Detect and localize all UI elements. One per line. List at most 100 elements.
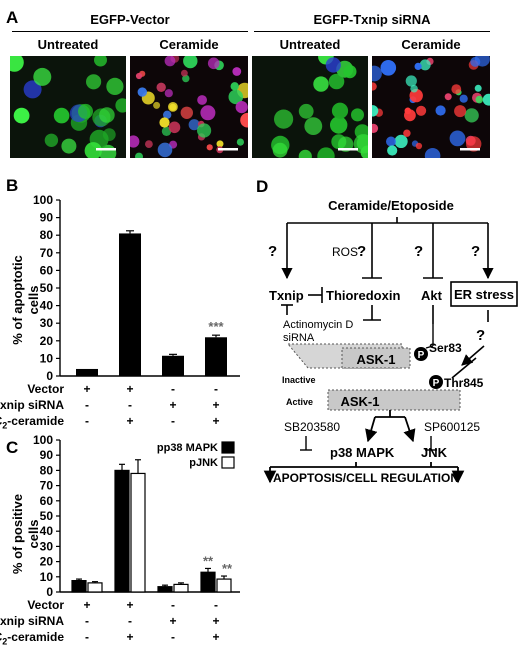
- cell-blob: [475, 95, 484, 104]
- cell-blob: [331, 102, 349, 119]
- y-tick-label: 90: [40, 448, 54, 462]
- mapk-to-outcome-lines: [263, 462, 465, 484]
- treatment-sign: +: [212, 414, 220, 428]
- ceramide-etoposide-label: Ceramide/Etoposide: [328, 198, 454, 213]
- jnk-node: JNK: [421, 445, 448, 460]
- group-underline-vector: [12, 31, 248, 32]
- micrograph-vector-ceramide: [130, 56, 248, 158]
- treatment-row-label: Txnip siRNA: [0, 398, 64, 412]
- y-tick-label: 50: [40, 281, 54, 295]
- condition-label-4: Ceramide: [401, 37, 461, 52]
- cell-blob: [102, 128, 116, 141]
- y-tick-label: 10: [40, 351, 54, 365]
- cell-blob: [61, 138, 77, 154]
- cell-blob: [161, 126, 172, 136]
- question-mark-1: ?: [268, 243, 277, 260]
- cell-blob: [135, 72, 143, 80]
- cell-blob: [482, 93, 490, 106]
- cell-blob: [115, 98, 126, 113]
- bar: [130, 472, 146, 593]
- treatment-sign: +: [83, 382, 91, 396]
- treatment-sign: +: [126, 630, 134, 644]
- cell-blob: [240, 112, 248, 128]
- treatment-sign: -: [85, 398, 89, 412]
- y-tick-label: 60: [40, 494, 54, 508]
- cell-blob: [317, 147, 335, 158]
- cell-blob: [53, 107, 70, 124]
- panel-a-letter: A: [6, 8, 19, 27]
- apoptosis-outcome: APOPTOSIS/CELL REGULATION: [273, 471, 459, 485]
- y-tick-label: 80: [40, 228, 54, 242]
- ask1-active-label: ASK-1: [340, 394, 379, 409]
- cell-blob: [200, 105, 216, 121]
- bar: [114, 469, 130, 593]
- cell-blob: [416, 105, 427, 116]
- treatment-sign: -: [85, 614, 89, 628]
- cell-blob: [130, 135, 140, 148]
- cell-blob: [33, 67, 52, 86]
- y-tick-label: 70: [40, 479, 54, 493]
- y-tick-label: 100: [33, 433, 53, 447]
- cell-blob: [207, 57, 220, 70]
- treatment-row-label: C2-ceramide: [0, 630, 64, 646]
- bar: [200, 571, 216, 593]
- cell-blob: [106, 77, 124, 95]
- treatment-sign: +: [212, 630, 220, 644]
- question-mark-5: ?: [476, 327, 485, 344]
- sp600125-inhibition: [425, 436, 437, 451]
- scale-bar: [338, 148, 358, 151]
- txnip-node: Txnip: [269, 288, 304, 303]
- cell-blob: [153, 101, 161, 109]
- cell-blob: [84, 142, 102, 158]
- thr845-label: Thr845: [444, 376, 484, 390]
- scale-bar: [460, 148, 480, 151]
- condition-label-1: Untreated: [37, 37, 99, 52]
- cell-blob: [464, 108, 479, 123]
- cell-blob: [197, 123, 212, 138]
- cell-blob: [197, 95, 207, 105]
- inactive-label: Inactive: [282, 375, 316, 385]
- legend-swatch: [221, 441, 235, 454]
- cell-blob: [372, 82, 377, 91]
- treatment-row-label: Vector: [27, 598, 64, 612]
- question-mark-3: ?: [414, 243, 423, 260]
- cell-blob: [99, 107, 115, 123]
- actinomycin-label: Actinomycin D: [283, 319, 353, 331]
- y-tick-label: 50: [40, 509, 54, 523]
- bar: [119, 233, 141, 376]
- signaling-pathway-diagram: D Ceramide/Etoposide ? ? ? ? ? ROS Txnip…: [256, 177, 518, 485]
- cell-blob: [181, 69, 188, 77]
- y-tick-label: 100: [33, 193, 53, 207]
- y-tick-label: 30: [40, 316, 54, 330]
- bar: [76, 368, 98, 376]
- treatment-sign: +: [83, 598, 91, 612]
- bar: [173, 583, 189, 593]
- treatment-sign: -: [128, 614, 132, 628]
- akt-node: Akt: [421, 288, 443, 303]
- treatment-sign: +: [126, 382, 134, 396]
- y-tick-label: 0: [46, 585, 53, 599]
- cell-blob: [372, 123, 379, 133]
- active-label: Active: [286, 397, 313, 407]
- cell-blob: [180, 106, 193, 119]
- sp600125-label: SP600125: [424, 420, 480, 434]
- cell-blob: [137, 87, 147, 97]
- y-tick-label: 40: [40, 299, 54, 313]
- treatment-sign: -: [85, 630, 89, 644]
- cell-blob: [372, 105, 379, 117]
- cell-blob: [415, 142, 423, 150]
- apoptotic-cells-bar-chart: % of apoptotic cells 0 10 20 30 40 50 60 70 80 90…: [10, 193, 240, 380]
- cell-blob: [13, 107, 30, 124]
- micrograph-vector-untreated: [10, 56, 126, 158]
- treatment-sign: +: [212, 398, 220, 412]
- cell-blob: [404, 109, 416, 122]
- treatment-row-label: C2-ceramide: [0, 414, 64, 431]
- scale-bar: [96, 148, 116, 151]
- treatment-sign: -: [214, 598, 218, 612]
- cell-blob: [230, 82, 239, 91]
- top-branch-lines: [281, 217, 494, 280]
- cell-blob: [236, 138, 244, 146]
- sb203580-label: SB203580: [284, 420, 340, 434]
- cell-blob: [86, 74, 102, 90]
- er-stress-box: [450, 281, 518, 307]
